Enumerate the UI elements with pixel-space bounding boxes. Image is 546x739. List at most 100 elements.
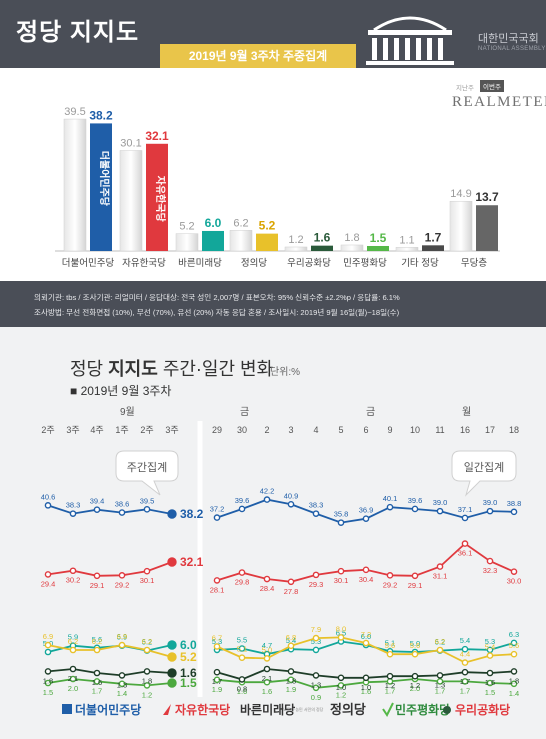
- bar-prev-week: [229, 230, 253, 252]
- svg-text:일간집계: 일간집계: [464, 460, 504, 474]
- bar-this-week: [202, 230, 224, 251]
- data-label: 29.1: [90, 581, 105, 590]
- x-tick-label: 3: [288, 425, 293, 435]
- data-label: 40.6: [41, 492, 56, 501]
- data-label: 1.6: [92, 678, 102, 687]
- data-label: 5.3: [212, 637, 222, 646]
- daily-bubble: 일간집계: [451, 450, 517, 497]
- series-point: [486, 652, 494, 659]
- series-point: [287, 642, 295, 650]
- bar-party-logo-text: 자유한국당: [154, 176, 167, 223]
- series-point: [93, 669, 101, 677]
- legend-label: 우리공화당: [455, 702, 510, 717]
- data-label: 37.1: [458, 505, 473, 514]
- series-point: [486, 557, 494, 565]
- series-point: [167, 509, 177, 519]
- series-point: [436, 678, 444, 685]
- bar-prev-value: 30.1: [120, 137, 141, 149]
- legend-swatch: [62, 704, 72, 714]
- series-current-value: 38.2: [180, 507, 204, 521]
- series-point: [69, 510, 77, 517]
- series-point: [510, 508, 518, 516]
- x-tick-label: 4: [313, 425, 318, 435]
- data-label: 29.1: [408, 581, 423, 590]
- series-point: [386, 572, 394, 579]
- data-label: 1.9: [286, 685, 296, 694]
- series-point: [118, 509, 126, 516]
- data-label: 29.8: [235, 578, 250, 587]
- bar-this-value: 1.7: [425, 230, 442, 244]
- data-label: 1.3: [311, 680, 321, 689]
- x-tick-label: 1주: [115, 425, 128, 435]
- data-label: 2.1: [68, 674, 78, 683]
- legend-note: 노동자·농민 서민의 정당: [283, 706, 324, 712]
- bar-prev-week: [175, 233, 199, 252]
- data-label: 5.1: [237, 645, 247, 654]
- data-label: 37.2: [210, 505, 225, 514]
- data-label: 39.6: [235, 496, 250, 505]
- data-label: 1.7: [435, 686, 445, 695]
- series-point: [213, 577, 221, 584]
- data-label: 29.2: [115, 580, 130, 589]
- series-point: [510, 568, 518, 575]
- series-current-value: 5.2: [180, 650, 197, 664]
- data-label: 38.3: [66, 501, 81, 510]
- series-point: [461, 659, 469, 666]
- data-label: 32.3: [483, 566, 498, 575]
- data-label: 30.1: [334, 576, 349, 585]
- bar-prev-week: [395, 247, 419, 252]
- series-point: [263, 496, 271, 503]
- data-label: 30.0: [507, 577, 522, 586]
- x-tick-label: 9: [387, 425, 392, 435]
- series-point: [143, 506, 151, 513]
- x-tick-label: 29: [212, 425, 222, 435]
- data-label: 1.7: [385, 686, 395, 695]
- series-point: [93, 506, 101, 513]
- data-label: 36.9: [359, 506, 374, 515]
- bar-prev-week: [119, 150, 143, 252]
- series-point: [143, 567, 151, 575]
- data-label: 7.2: [361, 630, 371, 639]
- series-point: [167, 668, 177, 678]
- data-label: 1.7: [212, 677, 222, 686]
- data-label: 39.4: [90, 497, 105, 506]
- data-label: 2.0: [410, 684, 420, 693]
- series-point: [93, 646, 101, 654]
- series-line: [47, 678, 173, 687]
- series-line: [47, 504, 173, 515]
- data-label: 1.4: [509, 689, 519, 698]
- series-point: [411, 505, 419, 513]
- trend-title: 정당 지지도 주간·일간 변화: [70, 359, 273, 379]
- legend-this-week: 이번주: [480, 80, 504, 92]
- data-label: 1.5: [43, 688, 53, 697]
- friday-label-1: 금: [240, 406, 249, 418]
- data-label: 28.4: [260, 584, 275, 593]
- data-label: 6.7: [212, 634, 222, 643]
- series-point: [167, 640, 177, 650]
- bar-chart-svg: 39.5 38.2 더불어민주당 30.1 32.1 자유한국당 5.2 6.0 바른미래당 6.…: [55, 106, 500, 269]
- series-point: [167, 652, 177, 662]
- bar-category-label: 무당층: [461, 258, 487, 269]
- data-label: 5.2: [142, 638, 152, 647]
- series-point: [362, 515, 370, 522]
- month-label: 9월: [120, 406, 135, 418]
- trend-unit: 단위:%: [270, 365, 300, 378]
- x-tick-label: 18: [509, 425, 519, 435]
- data-label: 5.6: [92, 635, 102, 644]
- data-label: 42.2: [260, 487, 275, 496]
- series-point: [312, 684, 320, 692]
- data-label: 1.2: [410, 681, 420, 690]
- survey-footer: 의뢰기관: tbs / 조사기관: 리얼미터 / 응답대상: 전국 성인 2,0…: [0, 281, 546, 327]
- data-label: 1.6: [485, 678, 495, 687]
- data-label: 1.5: [485, 688, 495, 697]
- bar-category-label: 우리공화당: [287, 258, 331, 269]
- weekly-bubble: 주간집계: [115, 450, 179, 496]
- series-point: [337, 519, 345, 526]
- data-label: 5.5: [237, 636, 247, 645]
- series-current-value: 1.6: [180, 666, 197, 680]
- data-label: 6.9: [117, 632, 127, 641]
- data-label: 1.2: [142, 690, 152, 699]
- data-label: 5.3: [485, 637, 495, 646]
- x-tick-label: 5: [338, 425, 343, 435]
- data-label: 1.2: [385, 681, 395, 690]
